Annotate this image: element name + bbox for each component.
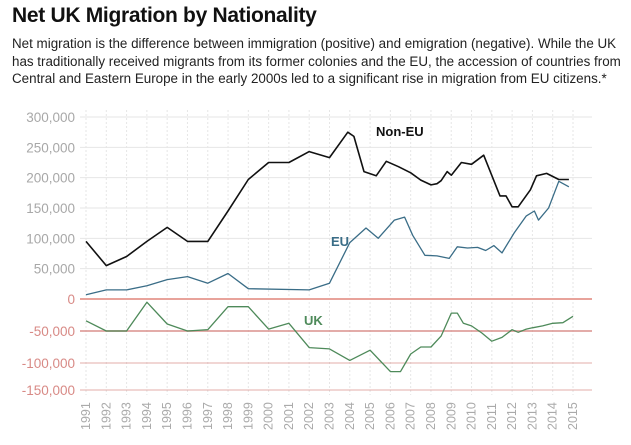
series-lines bbox=[85, 131, 574, 373]
x-tick-label: 2004 bbox=[343, 402, 357, 430]
x-tick-label: 2009 bbox=[444, 402, 458, 430]
x-tick-label: 2013 bbox=[525, 402, 539, 430]
chart-title: Net UK Migration by Nationality bbox=[12, 4, 317, 27]
x-tick-label: 2005 bbox=[363, 402, 377, 430]
x-tick-label: 1991 bbox=[79, 402, 93, 430]
x-tick-label: 2003 bbox=[323, 402, 337, 430]
y-tick-label: 250,000 bbox=[26, 140, 75, 155]
x-tick-label: 2002 bbox=[302, 402, 316, 430]
y-tick-label: -100,000 bbox=[22, 356, 75, 371]
series-line-uk bbox=[85, 301, 574, 373]
y-tick-label: 200,000 bbox=[26, 171, 75, 186]
x-tick-label: 1995 bbox=[160, 402, 174, 430]
x-tick-label: 2015 bbox=[566, 402, 580, 430]
series-label-uk: UK bbox=[304, 313, 323, 328]
x-tick-label: 1992 bbox=[99, 402, 113, 430]
series-line-non-eu bbox=[85, 131, 569, 267]
chart-subtitle: Net migration is the difference between … bbox=[12, 36, 621, 86]
y-tick-label: 300,000 bbox=[26, 110, 75, 125]
x-tick-label: 2007 bbox=[404, 402, 418, 430]
y-tick-label: 150,000 bbox=[26, 201, 75, 216]
series-label-non-eu: Non-EU bbox=[376, 124, 424, 139]
x-tick-label: 2001 bbox=[282, 402, 296, 430]
x-tick-label: 2012 bbox=[505, 402, 519, 430]
y-tick-label: 0 bbox=[67, 292, 75, 307]
y-tick-label: -150,000 bbox=[22, 383, 75, 398]
y-tick-label: 50,000 bbox=[34, 262, 75, 277]
x-tick-label: 2000 bbox=[262, 402, 276, 430]
series-line-eu bbox=[85, 180, 570, 296]
x-tick-label: 1996 bbox=[180, 402, 194, 430]
x-tick-label: 2011 bbox=[485, 403, 499, 430]
x-tick-label: 1993 bbox=[120, 402, 134, 430]
y-tick-label: 100,000 bbox=[26, 231, 75, 246]
x-tick-label: 2014 bbox=[546, 402, 560, 430]
x-tick-label: 2008 bbox=[424, 402, 438, 430]
y-tick-label: -50,000 bbox=[29, 324, 75, 339]
x-tick-label: 1994 bbox=[140, 402, 154, 430]
x-tick-label: 1998 bbox=[221, 402, 235, 430]
y-axis-ticks: 300,000 250,000 200,000 150,000 100,000 50,00… bbox=[22, 110, 75, 398]
series-label-eu: EU bbox=[331, 234, 349, 249]
x-tick-label: 2010 bbox=[465, 402, 479, 430]
x-tick-label: 1999 bbox=[241, 402, 255, 430]
x-tick-label: 1997 bbox=[201, 402, 215, 430]
x-axis-ticks: 1991 1992 1993 1994 1995 1996 1997 1998 1999 2000… bbox=[79, 402, 580, 430]
x-tick-label: 2006 bbox=[383, 402, 397, 430]
